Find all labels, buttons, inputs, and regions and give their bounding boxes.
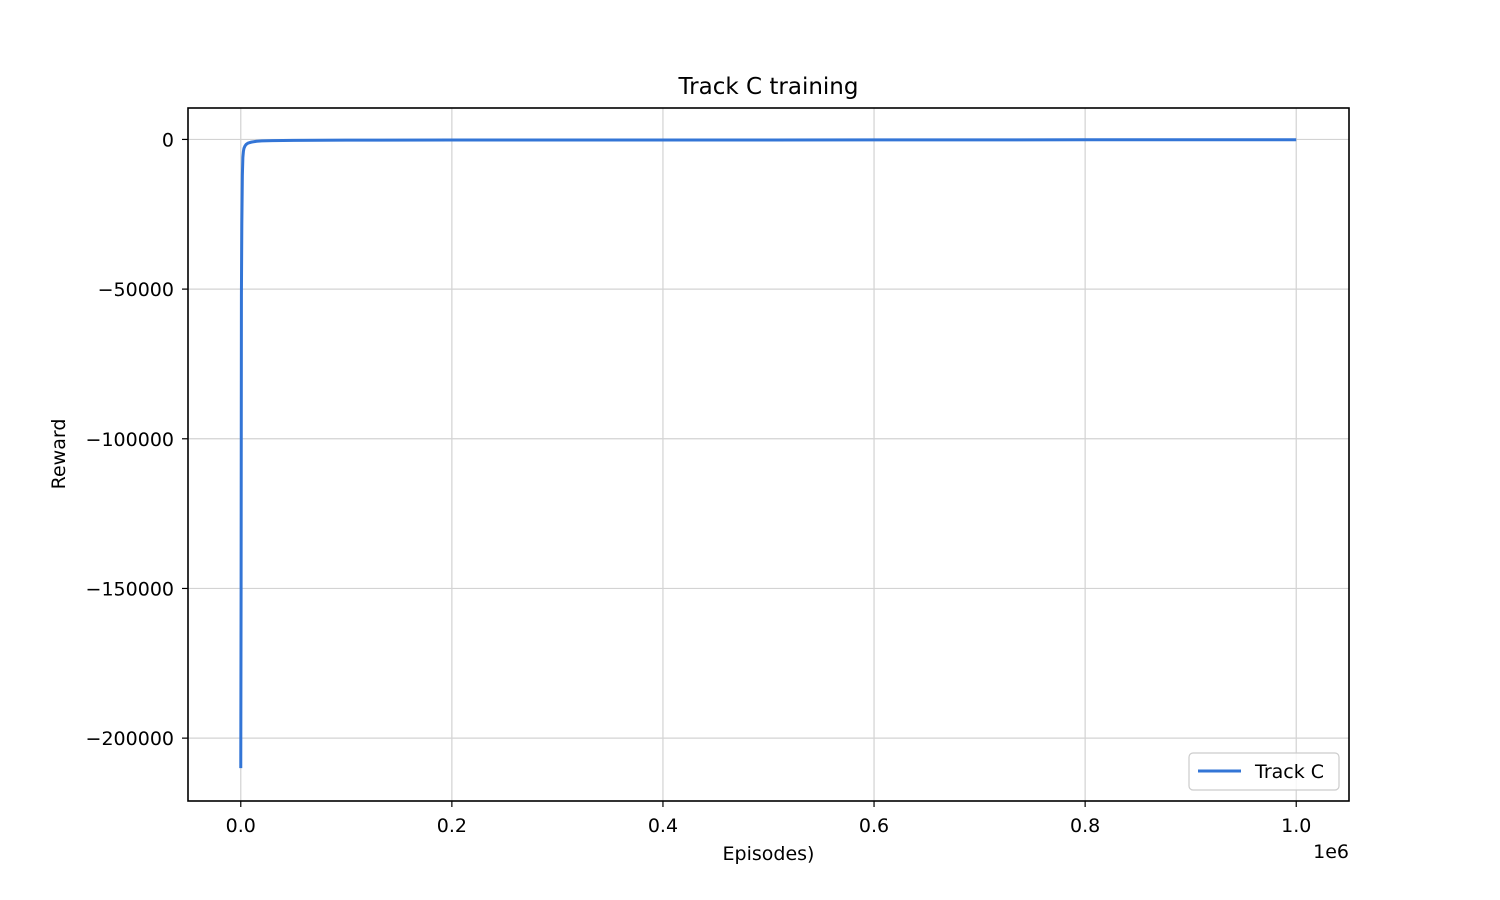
y-tick-label: 0	[162, 129, 174, 151]
x-tick-label: 0.8	[1070, 815, 1100, 837]
y-tick-label: −200000	[86, 728, 174, 750]
legend-box	[1188, 752, 1340, 791]
x-tick-label: 0.0	[226, 815, 256, 837]
plot-frame	[187, 107, 1350, 802]
x-tick-label: 1.0	[1281, 815, 1311, 837]
x-tick-label: 0.4	[648, 815, 678, 837]
y-tick-label: −50000	[98, 279, 174, 301]
y-tick-label: −150000	[86, 578, 174, 600]
y-tick-label: −100000	[86, 429, 174, 451]
chart-title: Track C training	[678, 74, 859, 100]
x-tick-label: 0.2	[437, 815, 467, 837]
legend: Track C	[1188, 752, 1340, 791]
x-tick-label: 0.6	[859, 815, 889, 837]
grid-lines	[188, 108, 1349, 801]
legend-label: Track C	[1254, 761, 1324, 783]
y-axis-label: Reward	[48, 419, 70, 490]
series-line-0	[239, 138, 1297, 769]
plot-area	[239, 138, 1297, 769]
x-axis-label: Episodes)	[723, 843, 815, 865]
axis-ticks: 0.0 0.2 0.4 0.6 0.8 1.0 0 −50000 −100000 −150000 −…	[86, 129, 1312, 837]
x-offset-label: 1e6	[1313, 841, 1349, 863]
